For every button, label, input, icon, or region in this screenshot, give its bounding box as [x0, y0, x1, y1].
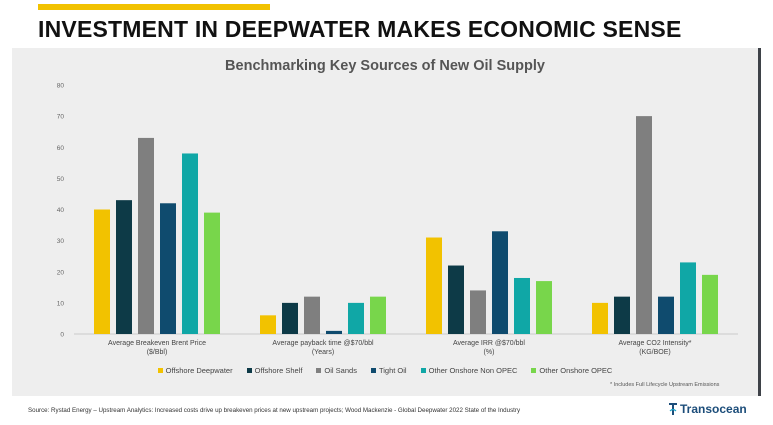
legend-item: Other Onshore OPEC [531, 366, 612, 375]
legend-label: Tight Oil [378, 366, 407, 375]
legend-label: Other Onshore Non OPEC [428, 366, 518, 375]
legend-item: Other Onshore Non OPEC [420, 366, 518, 375]
bar-other-onshore-opec [702, 274, 718, 334]
y-tick-label: 30 [57, 238, 65, 245]
bar-oil-sands [138, 137, 154, 334]
bar-tight-oil [492, 231, 508, 334]
bar-offshore-shelf [448, 265, 464, 334]
bar-offshore-shelf [116, 200, 132, 334]
legend-swatch [316, 368, 322, 373]
chart-panel: Benchmarking Key Sources of New Oil Supp… [12, 48, 761, 396]
x-category-label: Average IRR @$70/bbl [453, 340, 525, 347]
bar-other-onshore-opec [536, 281, 552, 334]
legend-item: Oil Sands [316, 366, 357, 375]
accent-bar [38, 4, 270, 10]
bar-offshore-shelf [614, 296, 630, 334]
chart-title: Benchmarking Key Sources of New Oil Supp… [225, 58, 545, 74]
y-tick-label: 50 [57, 176, 65, 183]
legend-label: Oil Sands [324, 366, 357, 375]
x-category-label: Average Breakeven Brent Price [108, 340, 206, 347]
bar-tight-oil [326, 330, 342, 334]
company-logo: Transocean [668, 402, 747, 416]
bar-tight-oil [658, 296, 674, 334]
slide-title: INVESTMENT IN DEEPWATER MAKES ECONOMIC S… [38, 16, 682, 42]
bar-offshore-deepwater [260, 315, 276, 334]
bar-oil-sands [470, 290, 486, 334]
bar-tight-oil [160, 203, 176, 334]
bar-chart: 0 10 20 30 40 50 60 70 80 Average Breakeven Brent… [57, 83, 738, 356]
legend-label: Offshore Deepwater [165, 366, 233, 375]
bar-offshore-deepwater [592, 302, 608, 334]
x-category-label: (KG/BOE) [639, 349, 671, 356]
legend-item: Tight Oil [370, 366, 407, 375]
bar-other-onshore-non-opec [182, 153, 198, 334]
bar-offshore-deepwater [426, 237, 442, 334]
x-category-label: ($/Bbl) [147, 349, 168, 356]
legend-item: Offshore Shelf [246, 366, 303, 375]
bar-offshore-shelf [282, 302, 298, 334]
bar-oil-sands [304, 296, 320, 334]
source-note: Source: Rystad Energy – Upstream Analyti… [28, 407, 521, 414]
logo-mark-icon [669, 403, 677, 415]
y-tick-label: 0 [60, 332, 64, 339]
legend-swatch [157, 368, 163, 373]
bar-offshore-deepwater [94, 209, 110, 334]
bar-other-onshore-non-opec [514, 277, 530, 334]
y-tick-label: 20 [57, 269, 65, 276]
bar-other-onshore-non-opec [680, 262, 696, 334]
bar-other-onshore-opec [204, 212, 220, 334]
legend-item: Offshore Deepwater [157, 366, 233, 375]
y-tick-label: 40 [57, 207, 65, 214]
legend-swatch [370, 368, 376, 373]
legend-label: Offshore Shelf [254, 366, 303, 375]
x-category-label: (%) [484, 349, 495, 356]
chart-footnote: * Includes Full Lifecycle Upstream Emiss… [610, 382, 720, 388]
y-tick-label: 80 [57, 83, 65, 90]
legend-swatch [420, 368, 426, 373]
bar-other-onshore-opec [370, 296, 386, 334]
y-tick-label: 60 [57, 145, 65, 152]
chart-legend: Offshore Deepwater Offshore Shelf Oil Sand… [12, 366, 758, 375]
bar-other-onshore-non-opec [348, 302, 364, 334]
x-category-label: Average payback time @$70/bbl [272, 340, 374, 347]
x-category-label: Average CO2 Intensity* [618, 340, 691, 347]
y-tick-label: 10 [57, 300, 65, 307]
legend-label: Other Onshore OPEC [539, 366, 613, 375]
x-category-label: (Years) [312, 349, 334, 356]
bar-oil-sands [636, 116, 652, 334]
legend-swatch [531, 368, 537, 373]
logo-text: Transocean [680, 402, 747, 416]
y-tick-label: 70 [57, 114, 65, 121]
legend-swatch [246, 368, 252, 373]
